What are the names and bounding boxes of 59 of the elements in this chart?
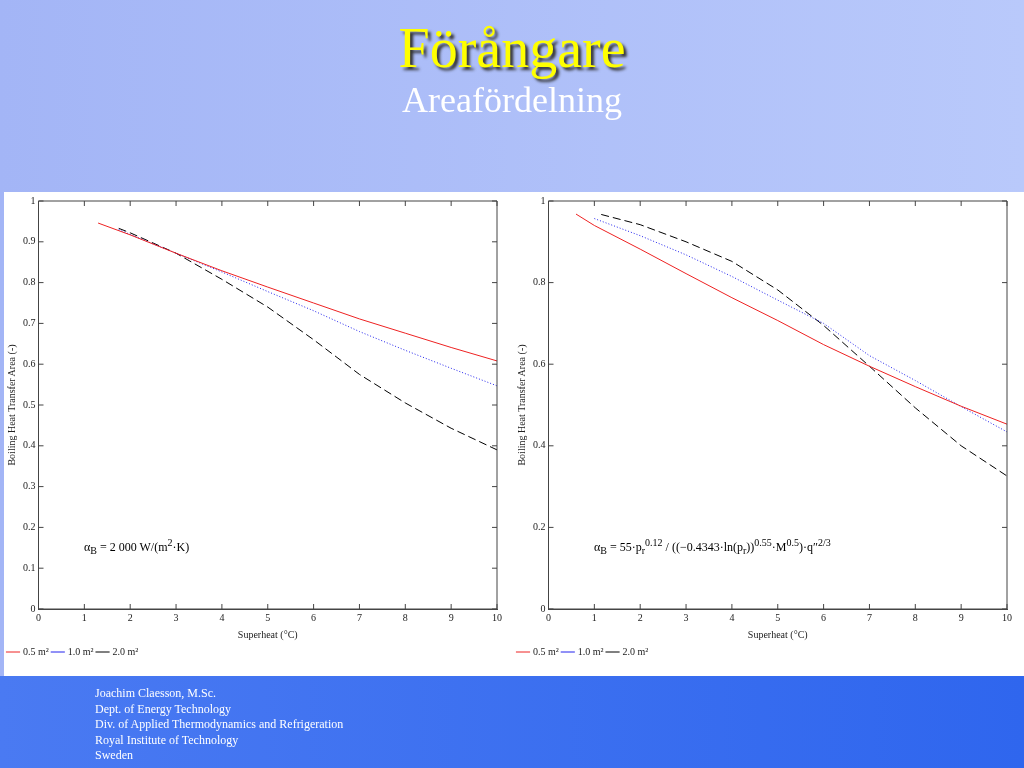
x-tick-label: 10: [492, 611, 502, 623]
y-tick-label: 0.6: [23, 357, 36, 369]
y-tick-label: 1: [540, 194, 546, 206]
x-tick-label: 6: [311, 611, 317, 623]
text: Royal Institute of Technology: [95, 732, 240, 748]
x-tick-label: 2: [127, 611, 133, 623]
y-tick-label: 1: [30, 194, 36, 206]
annotation: α$_{B}$ = 2 000 W/(m$^{2}$·K): [84, 537, 190, 557]
y-tick-label: 0.8: [23, 276, 36, 288]
x-tick-label: 3: [173, 611, 179, 623]
y-axis-title: Boiling Heat Transfer Area (-): [515, 344, 528, 466]
x-tick-label: 8: [402, 611, 408, 623]
legend-label: 1.0 m²: [67, 645, 94, 657]
text: Areafördelning: [401, 79, 623, 122]
text: Joachim Claesson, M.Sc.: [95, 686, 217, 702]
y-tick-label: 0.4: [23, 439, 36, 451]
x-tick-label: 8: [912, 611, 918, 623]
y-tick-label: 0.3: [23, 480, 36, 492]
y-tick-label: 0.5: [23, 398, 36, 410]
x-tick-label: 7: [356, 611, 362, 623]
x-tick-label: 9: [448, 611, 454, 623]
x-tick-label: 9: [958, 611, 964, 623]
legend-label: 0.5 m²: [23, 645, 49, 657]
legend-label: 1.0 m²: [577, 645, 604, 657]
y-tick-label: 0.2: [533, 521, 546, 533]
y-tick-label: 0.4: [533, 439, 546, 451]
x-axis-title: Superheat (°C): [237, 628, 298, 641]
legend-label: 2.0 m²: [112, 645, 139, 657]
y-tick-label: 0.2: [23, 521, 36, 533]
y-tick-label: 0.9: [23, 235, 36, 247]
y-tick-label: 0.6: [533, 357, 546, 369]
y-tick-label: 0.1: [23, 561, 36, 573]
x-tick-label: 7: [866, 611, 872, 623]
line-series: [118, 227, 497, 451]
line-series: [600, 213, 1007, 477]
y-tick-label: 0: [30, 602, 36, 614]
text: Sweden: [95, 748, 134, 764]
text: Dept. of Energy Technology: [95, 701, 233, 717]
x-tick-label: 6: [821, 611, 827, 623]
y-tick-label: 0: [540, 602, 546, 614]
x-tick-label: 4: [729, 611, 735, 623]
legend-label: 2.0 m²: [622, 645, 649, 657]
x-tick-label: 3: [683, 611, 689, 623]
x-axis-title: Superheat (°C): [747, 628, 808, 641]
x-tick-label: 2: [637, 611, 643, 623]
legend-label: 0.5 m²: [533, 645, 559, 657]
x-tick-label: 10: [1002, 611, 1012, 623]
x-tick-label: 5: [265, 611, 271, 623]
x-tick-label: 4: [219, 611, 225, 623]
line-series: [118, 229, 497, 387]
x-tick-label: 5: [775, 611, 781, 623]
text: Div. of Applied Thermodynamics and Refrigeration: [95, 717, 344, 733]
y-tick-label: 0.7: [23, 317, 36, 329]
text: Förångare: [398, 17, 626, 79]
text: α$_{B}$ = 55·p$_{r}$$^{0.12}$ / ((−0.4343·ln(p$_{r}$))$^{0.55}$·M$^{0.5}$)·q″$^{2/3}$: [594, 537, 831, 557]
x-tick-label: 1: [591, 611, 597, 623]
y-axis-title: Boiling Heat Transfer Area (-): [5, 344, 18, 466]
y-tick-label: 0.8: [533, 276, 546, 288]
x-tick-label: 1: [81, 611, 87, 623]
